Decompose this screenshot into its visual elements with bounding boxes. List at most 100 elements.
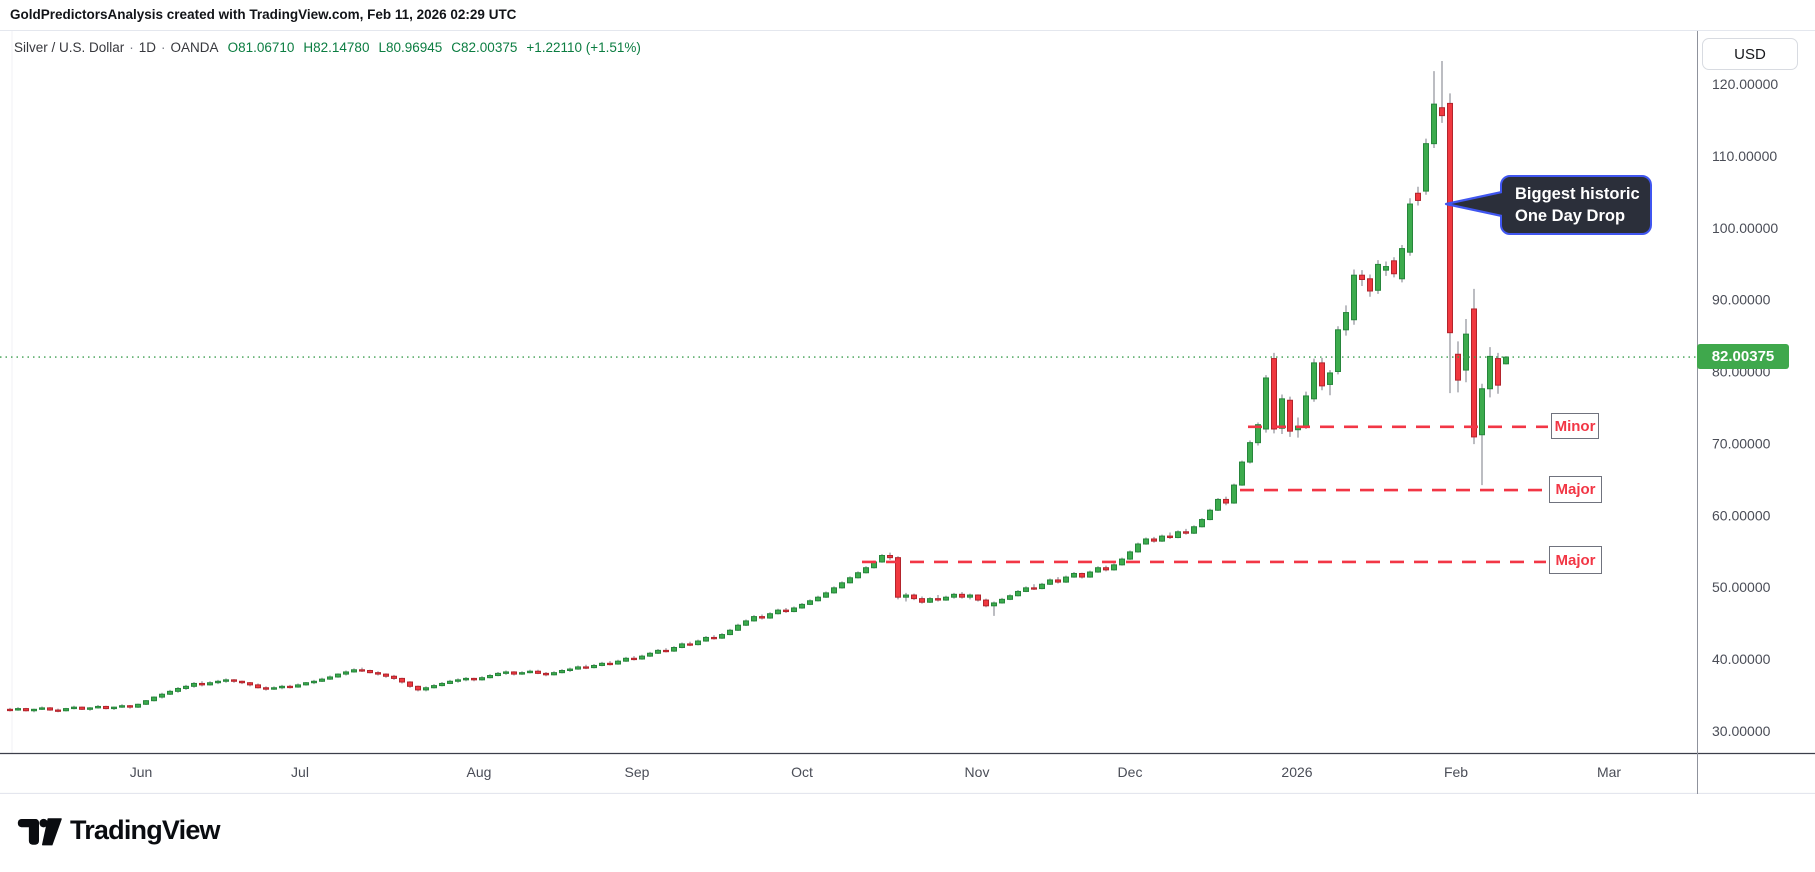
candle-up[interactable] [655,649,661,654]
candle-up[interactable] [807,600,813,605]
candle-up[interactable] [183,685,189,689]
candle-up[interactable] [671,647,677,652]
candle-up[interactable] [615,660,621,665]
candle-down[interactable] [1167,535,1173,539]
price-axis-label[interactable]: 110.00000 [1712,148,1777,164]
candle-up[interactable] [479,677,485,681]
candle-down[interactable] [919,598,925,603]
price-chart-svg[interactable]: Jun Jul Aug Sep Oct Nov Dec 2026 Feb Mar 120.00000… [0,31,1815,794]
candle-up[interactable] [447,680,453,684]
candle-down[interactable] [1447,102,1453,334]
candle-up[interactable] [1191,526,1197,534]
candle-down[interactable] [287,685,293,689]
currency-toggle-button[interactable]: USD [1702,38,1798,70]
candle-down[interactable] [367,670,373,674]
candle-up[interactable] [847,577,853,584]
candle-down[interactable] [1391,260,1397,275]
candle-up[interactable] [487,675,493,679]
candle-down[interactable] [407,681,413,687]
candle-up[interactable] [1215,498,1221,511]
level-label-major-2[interactable]: Major [1549,546,1602,574]
candle-up[interactable] [1279,398,1285,429]
candle-down[interactable] [103,705,109,710]
candle-up[interactable] [175,687,181,692]
candle-up[interactable] [143,700,149,705]
candle-up[interactable] [1343,312,1349,331]
candle-down[interactable] [7,708,13,712]
candle-up[interactable] [967,594,973,598]
candle-up[interactable] [735,624,741,631]
candle-up[interactable] [927,598,933,603]
candle-up[interactable] [71,706,77,710]
candle-up[interactable] [135,703,141,708]
candle-up[interactable] [855,572,861,579]
candle-down[interactable] [887,555,893,559]
candle-up[interactable] [991,602,997,607]
candle-down[interactable] [1471,308,1477,438]
candle-up[interactable] [1143,538,1149,545]
candle-up[interactable] [455,679,461,682]
candle-up[interactable] [303,682,309,686]
candle-up[interactable] [647,652,653,657]
candle-up[interactable] [335,673,341,678]
candle-up[interactable] [1383,266,1389,271]
candle-up[interactable] [1231,484,1237,504]
candle-up[interactable] [695,640,701,646]
candle-up[interactable] [1311,362,1317,400]
candle-up[interactable] [87,707,93,710]
time-axis-label[interactable]: 2026 [1281,764,1312,780]
price-axis-label[interactable]: 50.00000 [1712,579,1771,595]
candle-up[interactable] [727,629,733,636]
candle-down[interactable] [1495,358,1501,386]
candle-up[interactable] [951,593,957,598]
candle-up[interactable] [567,668,573,671]
candle-up[interactable] [207,682,213,686]
price-axis-label[interactable]: 70.00000 [1712,435,1771,451]
candle-down[interactable] [1031,587,1037,590]
candle-down[interactable] [1183,531,1189,534]
level-label-major-1[interactable]: Major [1549,476,1602,503]
candle-down[interactable] [759,616,765,619]
candle-down[interactable] [1223,498,1229,504]
candle-down[interactable] [975,594,981,601]
candle-up[interactable] [591,664,597,669]
candle-up[interactable] [159,693,165,698]
candle-up[interactable] [1351,274,1357,321]
price-axis-label[interactable]: 30.00000 [1712,723,1771,739]
candle-up[interactable] [1063,576,1069,583]
interval-value[interactable]: 1D [138,40,157,55]
candle-down[interactable] [959,593,965,598]
candle-down[interactable] [383,673,389,677]
candle-down[interactable] [255,684,261,689]
candle-up[interactable] [215,680,221,684]
candle-up[interactable] [63,708,69,712]
candle-up[interactable] [791,607,797,613]
candle-up[interactable] [1239,461,1245,486]
candle-up[interactable] [423,687,429,691]
price-axis-label[interactable]: 100.00000 [1712,220,1778,236]
candle-up[interactable] [639,655,645,660]
candle-up[interactable] [111,706,117,710]
candle-up[interactable] [1007,595,1013,600]
candle-up[interactable] [999,598,1005,604]
candle-down[interactable] [1415,192,1421,201]
candle-up[interactable] [599,662,605,666]
candle-down[interactable] [1455,353,1461,381]
candle-up[interactable] [503,671,509,674]
candle-up[interactable] [703,636,709,642]
candle-down[interactable] [511,671,517,675]
candle-down[interactable] [983,599,989,607]
candle-up[interactable] [679,643,685,648]
candle-up[interactable] [719,634,725,639]
candle-up[interactable] [551,672,557,676]
price-axis-label[interactable]: 40.00000 [1712,651,1771,667]
candle-up[interactable] [1111,564,1117,571]
time-axis-label[interactable]: Jun [130,764,153,780]
candle-up[interactable] [1175,531,1181,539]
level-label-minor[interactable]: Minor [1551,413,1599,439]
candle-down[interactable] [391,675,397,679]
candle-down[interactable] [1287,399,1293,432]
candle-down[interactable] [127,705,133,708]
candle-up[interactable] [527,670,533,674]
candle-up[interactable] [319,678,325,682]
